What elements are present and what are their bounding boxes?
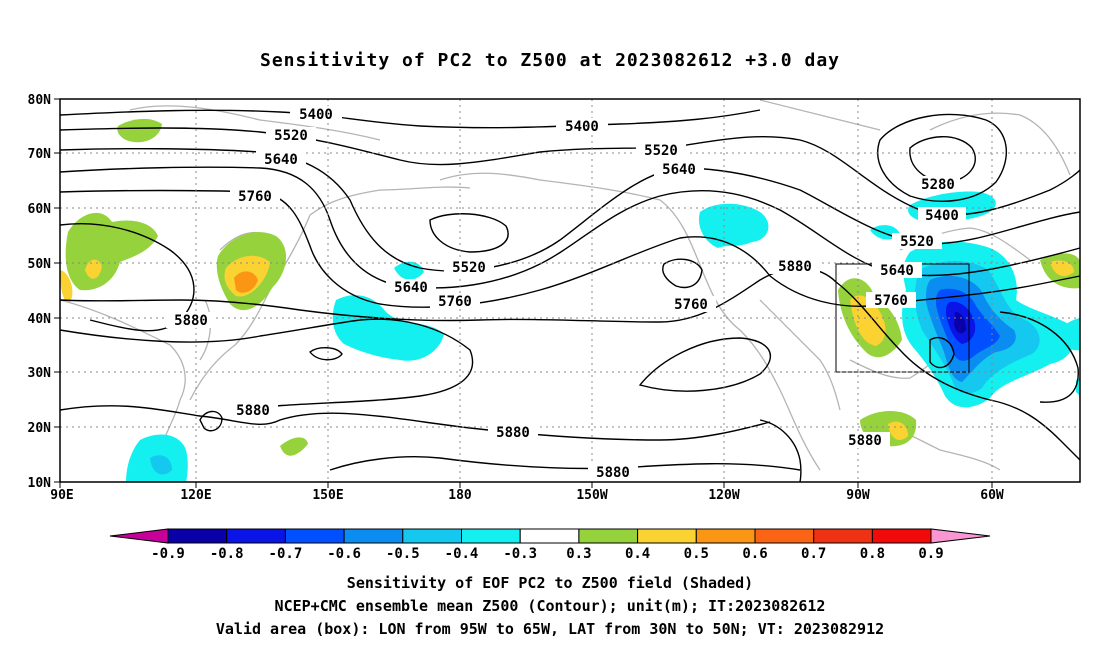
colorbar-label: -0.4: [445, 546, 479, 562]
lon-labels: 90E 120E 150E 180 150W 120W 90W 60W: [50, 488, 1004, 503]
contour-label: 5880: [848, 433, 882, 449]
contour-label: 5520: [452, 260, 486, 276]
colorbar: [109, 528, 991, 544]
lon-label: 150W: [576, 488, 607, 503]
colorbar-cell: [284, 528, 345, 544]
colorbar-cell: [695, 528, 756, 544]
colorbar-cell: [578, 528, 639, 544]
contour-label: 5640: [880, 263, 914, 279]
colorbar-label: 0.7: [801, 546, 826, 562]
lon-label: 120E: [180, 488, 211, 503]
contour-label: 5520: [644, 143, 678, 159]
grid-lines: [60, 99, 1080, 482]
contour-label: 5880: [496, 425, 530, 441]
caption-line: NCEP+CMC ensemble mean Z500 (Contour); u…: [274, 597, 826, 615]
contour-label: 5520: [900, 234, 934, 250]
contour-label: 5400: [565, 119, 599, 135]
lon-label: 90E: [50, 488, 73, 503]
colorbar-cell: [637, 528, 697, 544]
colorbar-cell: [343, 528, 404, 544]
lon-label: 150E: [312, 488, 343, 503]
colorbar-label: -0.3: [503, 546, 537, 562]
colorbar-cell: [109, 528, 169, 544]
map-title: Sensitivity of PC2 to Z500 at 2023082612…: [259, 50, 840, 71]
lat-label: 10N: [28, 476, 52, 491]
lon-label: 180: [448, 488, 472, 503]
lat-labels: 10N 20N 30N 40N 50N 60N 70N 80N: [28, 93, 52, 491]
lat-label: 70N: [28, 147, 52, 162]
lat-label: 30N: [28, 366, 52, 381]
colorbar-cell: [519, 528, 580, 544]
colorbar-cell: [871, 528, 932, 544]
colorbar-label: 0.6: [742, 546, 767, 562]
coastlines: [59, 99, 1071, 483]
lon-label: 60W: [980, 488, 1004, 503]
colorbar-label: 0.5: [684, 546, 709, 562]
colorbar-label: -0.7: [269, 546, 303, 562]
colorbar-label: -0.8: [210, 546, 244, 562]
lon-label: 120W: [708, 488, 739, 503]
contour-label: 5400: [925, 208, 959, 224]
caption-line: Valid area (box): LON from 95W to 65W, L…: [215, 620, 885, 638]
lat-label: 50N: [28, 257, 52, 272]
colorbar-cell: [754, 528, 815, 544]
colorbar-label: 0.4: [625, 546, 650, 562]
contour-label: 5520: [274, 128, 308, 144]
contour-label: 5880: [236, 403, 270, 419]
lat-label: 60N: [28, 202, 52, 217]
plot-frame: [59, 98, 1081, 483]
colorbar-cell: [226, 528, 286, 544]
contour-label: 5640: [264, 152, 298, 168]
lat-label: 80N: [28, 93, 52, 108]
lat-label: 20N: [28, 421, 52, 436]
contour-label: 5880: [778, 259, 812, 275]
colorbar-label: -0.5: [386, 546, 420, 562]
contour-label: 5760: [438, 294, 472, 310]
colorbar-cell: [930, 528, 991, 544]
contour-label: 5760: [674, 297, 708, 313]
contour-label: 5640: [662, 162, 696, 178]
colorbar-cell: [813, 528, 873, 544]
colorbar-label: -0.6: [327, 546, 361, 562]
colorbar-label: -0.9: [151, 546, 185, 562]
contour-labels: 5280 5400 5400 5400 5520 5520 5520 5520 …: [166, 106, 966, 481]
contour-label: 5760: [238, 189, 272, 205]
colorbar-label: 0.3: [566, 546, 591, 562]
contour-label: 5400: [299, 107, 333, 123]
colorbar-labels: -0.9 -0.8 -0.7 -0.6 -0.5 -0.4 -0.3 0.3 0…: [151, 546, 944, 562]
contour-label: 5880: [596, 465, 630, 481]
contour-label: 5760: [874, 293, 908, 309]
colorbar-label: 0.9: [918, 546, 943, 562]
colorbar-label: 0.8: [860, 546, 885, 562]
caption-line: Sensitivity of EOF PC2 to Z500 field (Sh…: [346, 574, 754, 592]
colorbar-cell: [461, 528, 521, 544]
lat-label: 40N: [28, 312, 52, 327]
colorbar-cell: [402, 528, 462, 544]
lon-label: 90W: [846, 488, 870, 503]
contour-label: 5280: [921, 177, 955, 193]
colorbar-cell: [167, 528, 228, 544]
shaded-positive: [60, 118, 1080, 456]
contour-label: 5640: [394, 280, 428, 296]
axis-ticks: [54, 98, 993, 488]
contour-label: 5880: [174, 313, 208, 329]
contour-labels-extra: 5880: [840, 432, 890, 449]
